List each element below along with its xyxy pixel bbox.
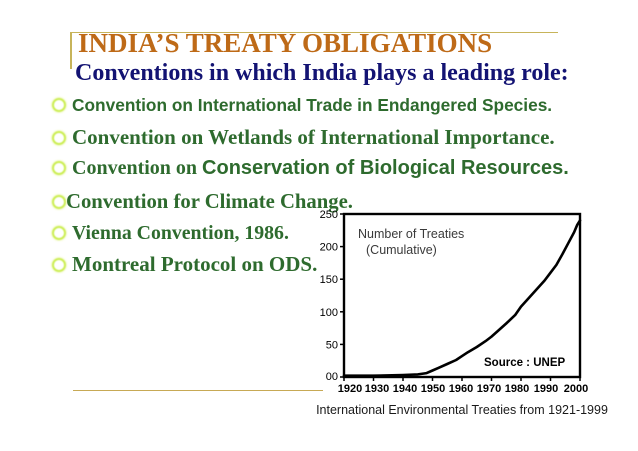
svg-text:50: 50 xyxy=(326,339,338,351)
svg-text:Number of Treaties: Number of Treaties xyxy=(358,227,464,241)
svg-text:100: 100 xyxy=(320,307,338,319)
svg-text:1950: 1950 xyxy=(421,383,445,395)
svg-text:1920: 1920 xyxy=(338,383,362,395)
svg-text:1990: 1990 xyxy=(534,383,558,395)
svg-text:1930: 1930 xyxy=(365,383,389,395)
svg-text:1970: 1970 xyxy=(477,383,501,395)
svg-text:(Cumulative): (Cumulative) xyxy=(366,243,437,257)
svg-text:250: 250 xyxy=(320,209,338,221)
svg-text:2000: 2000 xyxy=(564,383,588,395)
svg-text:1980: 1980 xyxy=(505,383,529,395)
svg-text:International Environmental Tr: International Environmental Treaties fro… xyxy=(316,403,608,417)
svg-text:1960: 1960 xyxy=(449,383,473,395)
svg-text:Source : UNEP: Source : UNEP xyxy=(484,357,565,369)
svg-text:200: 200 xyxy=(320,242,338,254)
svg-text:00: 00 xyxy=(326,371,338,383)
svg-text:1940: 1940 xyxy=(393,383,417,395)
svg-text:150: 150 xyxy=(320,274,338,286)
